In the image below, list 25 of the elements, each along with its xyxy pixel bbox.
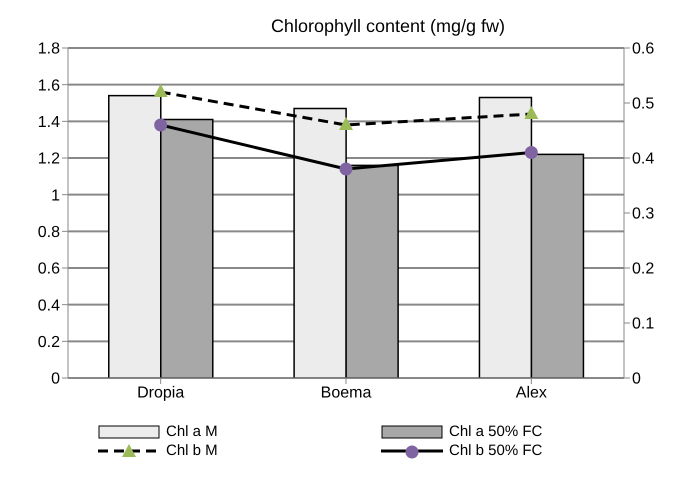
y2-tick-label: 0.4 [632,150,654,168]
chart-title: Chlorophyll content (mg/g fw) [270,16,506,36]
y-tick-label: 0 [51,370,60,388]
y-tick-label: 0.4 [38,297,60,314]
y-tick-label: 1.4 [38,114,60,132]
y-tick-label: 1.8 [38,40,60,58]
y2-tick-label: 0.5 [632,96,654,113]
y2-tick-label: 0.6 [632,40,654,58]
y2-tick-label: 0 [632,370,641,388]
y-tick-label: 1 [51,187,60,204]
y-tick-label: 0.8 [38,224,60,242]
y-tick-label: 0.6 [38,260,60,278]
y-tick-label: 0.2 [38,334,60,352]
x-tick-label: Alex [516,384,547,402]
y-tick-label: 1.6 [38,77,60,94]
x-tick-label: Boema [320,384,372,402]
legend-label: Chl a M [166,423,218,440]
legend-label: Chl b 50% FC [449,442,542,459]
y2-tick-label: 0.2 [632,260,654,278]
y2-tick-label: 0.1 [632,316,654,333]
legend-label: Chl b M [166,442,218,459]
y-tick-label: 1.2 [38,150,60,168]
legend-label: Chl a 50% FC [449,423,542,440]
y2-tick-label: 0.3 [632,206,654,223]
x-tick-label: Dropia [137,384,184,402]
